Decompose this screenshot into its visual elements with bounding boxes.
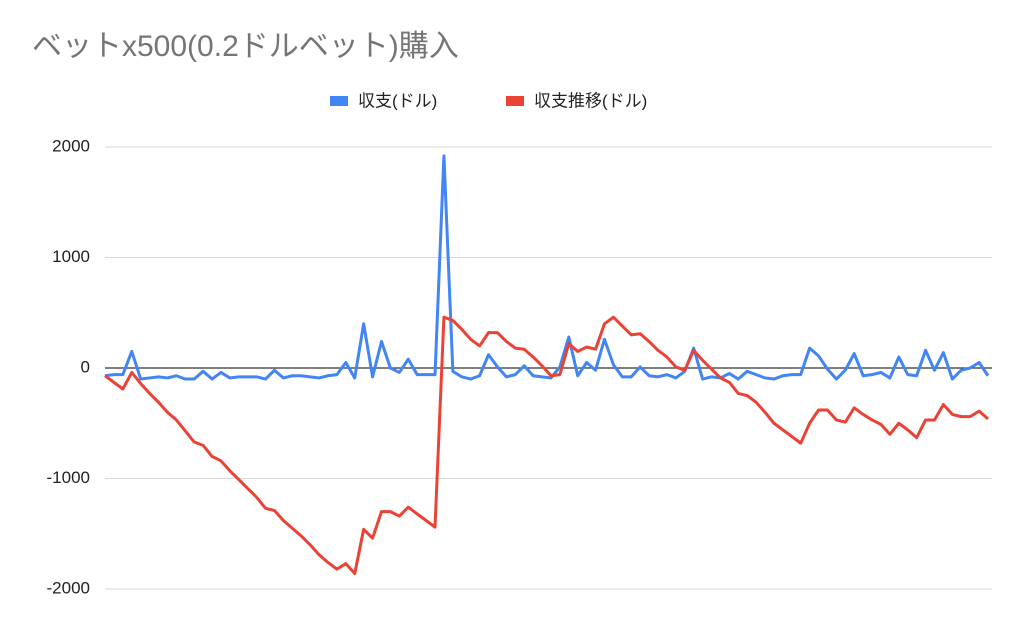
legend-swatch [506,96,524,106]
series-line [104,315,989,576]
chart-title: ベットx500(0.2ドルベット)購入 [32,30,459,63]
y-tick-label: 2000 [52,136,90,155]
y-tick-label: -2000 [47,578,90,597]
legend-swatch [330,96,348,106]
y-tick-label: 1000 [52,247,90,266]
y-tick-label: -1000 [47,468,90,487]
y-tick-label: 0 [81,357,90,376]
legend-label: 収支(ドル) [358,91,437,110]
series-line [104,154,990,381]
legend-label: 収支推移(ドル) [534,91,647,110]
